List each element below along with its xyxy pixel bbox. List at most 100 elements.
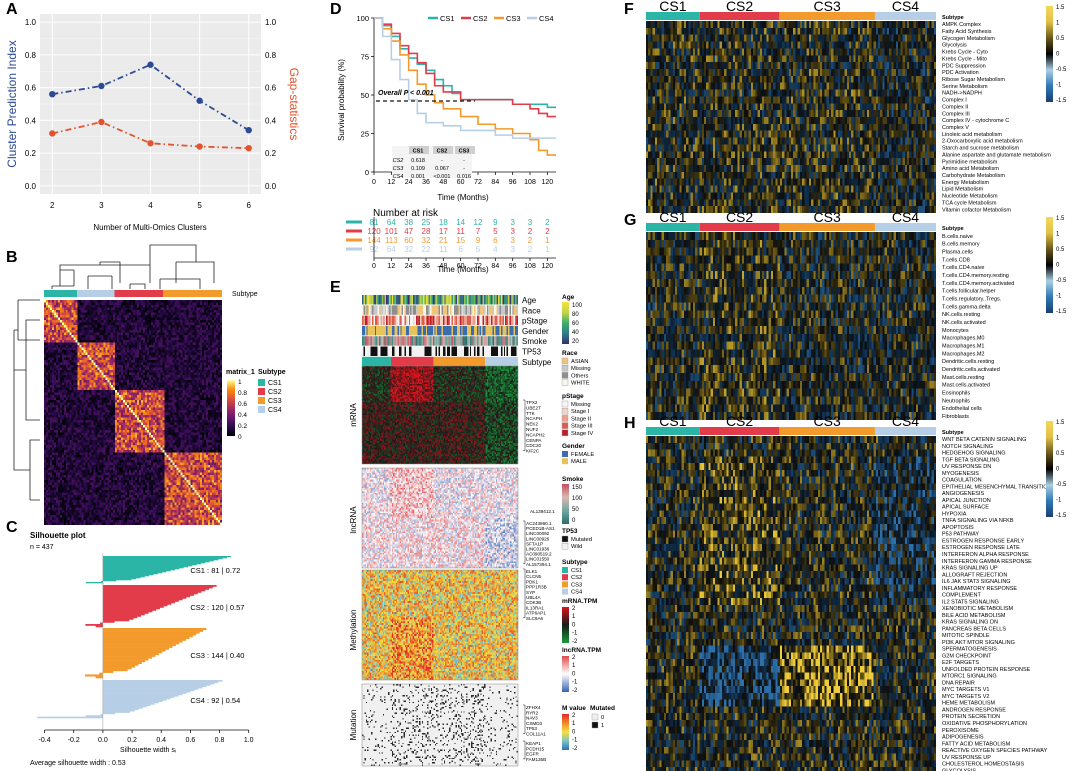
c-bar-cs2 <box>95 625 103 628</box>
b-top-dendro-leaves <box>51 275 201 289</box>
d-y-tick-label: 0 <box>365 168 369 177</box>
e-gene-label: NAV3 <box>526 716 538 721</box>
c-bar-cs3 <box>102 649 166 652</box>
h-row-label: IL6 JAK STAT3 SIGNALING <box>942 579 1011 585</box>
panel-b: B Subtype matrix_1 1 0.8 0.6 0.4 0.2 0 Subtyp… <box>6 244 286 525</box>
h-subtype-segment-cs3 <box>779 427 875 435</box>
f-row-label: Krebs Cycle - Cyto <box>942 50 988 56</box>
d-risk-value: 47 <box>404 227 413 236</box>
c-bar-cs4 <box>100 713 103 716</box>
e-legend-swatch-pstage <box>561 400 569 408</box>
h-row-label: XENOBIOTIC METABOLISM <box>942 606 1014 612</box>
h-row-label: COAGULATION <box>942 478 982 484</box>
e-legend-item-mut: 0 <box>601 715 604 721</box>
c-bar-cs4 <box>102 682 215 685</box>
d-table-header-cell <box>433 146 453 154</box>
e-legend-bar-mval <box>562 714 569 750</box>
c-bar-cs1 <box>102 580 117 582</box>
d-km-curve-cs2 <box>374 17 556 118</box>
f-row-label: Glycogen Metabolism <box>942 36 995 42</box>
d-y-tick-label: 25 <box>361 130 369 139</box>
panel-g-letter: G <box>624 212 636 229</box>
e-legend-tick-mval: 0 <box>572 729 576 735</box>
h-row-label: ADIPOGENESIS <box>942 735 984 741</box>
d-risk-value: 32 <box>422 236 431 245</box>
d-risk-x-tick-label: 72 <box>474 263 482 270</box>
a-right-tick-label: 0.6 <box>265 84 277 93</box>
e-gene-label: ATP6AP1 <box>526 611 546 616</box>
h-row-label: TGF BETA SIGNALING <box>942 457 1000 463</box>
e-gene-label: PPP1R3B <box>526 585 547 590</box>
b-subtype-segment-cs2 <box>114 290 164 297</box>
d-risk-x-tick-label: 0 <box>372 263 376 270</box>
panel-c-average: Average silhouette width : 0.53 <box>30 760 126 767</box>
f-row-label: Serine Metabolism <box>942 84 988 90</box>
c-bar-cs3 <box>102 629 204 632</box>
e-legend-item-race: WHITE <box>571 381 590 387</box>
g-row-label: B.cells.memory <box>942 242 980 248</box>
e-subtype-segment-cs4 <box>485 356 518 367</box>
e-gene-label: LINC01936 <box>526 547 550 552</box>
g-row-label: T.cells.CD4.memory.resting <box>942 273 1009 279</box>
f-scale-label: -1 <box>1056 83 1062 89</box>
f-row-label: Krebs Cycle - Mito <box>942 56 987 62</box>
d-risk-value: 60 <box>404 236 413 245</box>
f-scale-bar <box>1046 6 1053 102</box>
g-row-label: T.cells.regulatory..Tregs. <box>942 297 1002 303</box>
c-bar-cs2 <box>102 585 217 587</box>
e-legend-title-subtype: Subtype <box>562 559 588 566</box>
g-row-label: T.cells.gamma.delta <box>942 304 992 310</box>
e-gene-label: NCAPH2 <box>526 432 545 437</box>
d-table-cell: 0.109 <box>411 166 425 172</box>
h-row-label: HEDGEHOG SIGNALING <box>942 451 1006 457</box>
e-track-label: Gender <box>522 327 549 336</box>
a-x-tick-label: 5 <box>197 201 202 210</box>
c-bar-cs3 <box>102 654 156 657</box>
b-legend-tick-label: 0.8 <box>238 390 247 397</box>
panel-b-legend-title: matrix_1 <box>226 369 255 376</box>
e-track-label: TP53 <box>522 348 542 357</box>
e-legend-tick-lnc: 0 <box>572 671 576 677</box>
c-bar-cs2 <box>102 621 115 623</box>
h-row-label: WNT BETA CATENIN SIGNALING <box>942 437 1026 443</box>
panel-d-letter: D <box>330 1 342 18</box>
d-risk-value: 1 <box>545 236 550 245</box>
e-gene-bracket-mrna <box>523 399 526 451</box>
e-block-border-lncrna <box>361 467 519 569</box>
panel-c: C Silhouette plot n = 437 CS1 : 81 | 0.7… <box>6 519 254 767</box>
f-row-label: Starch and sucrose metabolism <box>942 146 1019 152</box>
e-legend-swatch-race <box>561 357 569 365</box>
e-block-mrna <box>362 366 518 464</box>
d-risk-x-tick-label: 120 <box>541 263 553 270</box>
h-row-label: APICAL JUNCTION <box>942 498 991 504</box>
d-risk-value: 14 <box>456 218 465 227</box>
f-row-label: Alanine aspartate and glutamate metaboli… <box>942 152 1051 158</box>
e-legend-swatch-pstage <box>561 415 569 422</box>
e-legend-tick-mrna: 2 <box>572 606 576 612</box>
h-header-label: CS1 <box>659 413 686 429</box>
e-gene-label: CDK3B <box>526 600 541 605</box>
e-gene-label: CLCN5 <box>526 574 542 579</box>
d-risk-x-tick-label: 60 <box>457 263 465 270</box>
h-row-label: UV RESPONSE DN <box>942 464 991 470</box>
a-right-tick-label: 1.0 <box>265 18 277 27</box>
c-bar-cs3 <box>102 658 149 661</box>
e-legend-item-subtype: CS3 <box>571 582 582 588</box>
a-series-point-0-0 <box>49 90 56 98</box>
b-legend-color-bar <box>227 380 235 436</box>
b-legend-tick-label: 0.4 <box>238 412 247 419</box>
e-legend-bar-smoke <box>562 484 569 524</box>
c-bar-cs4 <box>102 700 163 703</box>
c-bar-cs4 <box>102 707 143 709</box>
a-series-point-1-2 <box>147 140 154 147</box>
d-risk-value: 11 <box>457 227 466 236</box>
e-gene-bracket-mut-top <box>523 704 526 734</box>
e-legend-tick-lnc: -2 <box>572 688 578 694</box>
panel-f-letter: F <box>624 1 634 18</box>
d-risk-x-tick-label: 36 <box>422 263 430 270</box>
panel-a-xlabel: Number of Multi-Omics Clusters <box>93 223 206 232</box>
e-gene-label: SYP <box>526 590 535 595</box>
e-legend-item-gender: MALE <box>571 459 587 465</box>
c-bar-cs3 <box>102 645 173 648</box>
c-bar-cs1 <box>102 571 167 573</box>
